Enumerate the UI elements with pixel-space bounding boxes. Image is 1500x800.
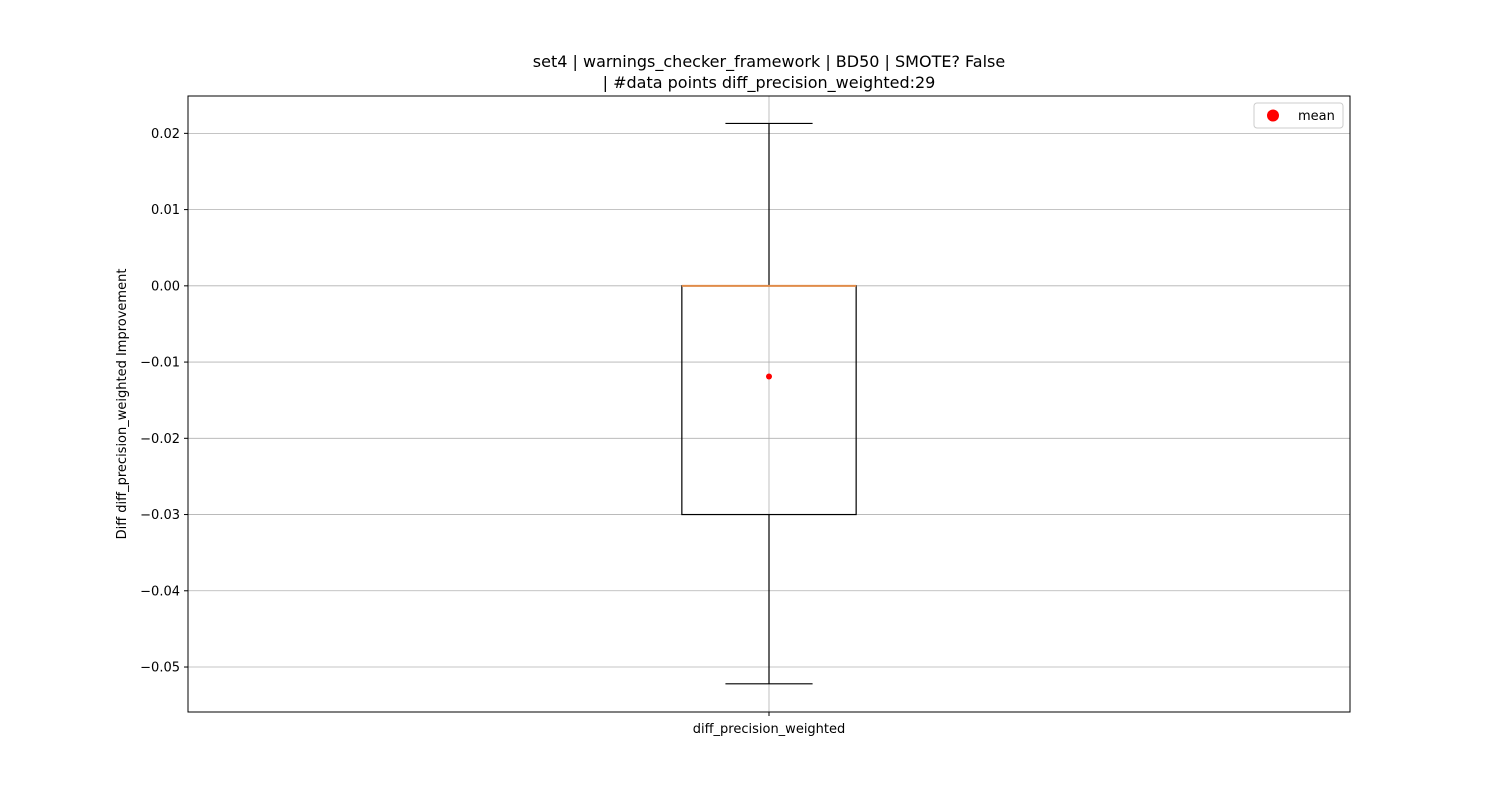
chart-title-line-2: | #data points diff_precision_weighted:2… <box>603 73 936 93</box>
x-tick-label: diff_precision_weighted <box>693 722 846 737</box>
legend-mean-marker <box>1267 109 1279 122</box>
legend: mean <box>1253 102 1344 129</box>
y-tick-label: 0.01 <box>151 203 180 218</box>
mean-marker <box>766 373 772 380</box>
y-tick-label: −0.04 <box>140 584 180 599</box>
y-tick-label: 0.00 <box>151 279 180 294</box>
y-axis-label: Diff diff_precision_weighted Improvement <box>115 269 130 540</box>
y-tick-label: 0.02 <box>151 127 180 142</box>
y-tick-label: −0.03 <box>140 508 180 523</box>
y-tick-label: −0.05 <box>140 661 180 676</box>
chart-title-line-1: set4 | warnings_checker_framework | BD50… <box>533 52 1005 72</box>
box-layer <box>681 122 857 685</box>
y-tick-label: −0.02 <box>140 432 180 447</box>
legend-mean-label: mean <box>1298 109 1335 124</box>
y-axis-ticks: 0.02 0.01 0.00 −0.01 −0.02 −0.03 −0.04 −0.05 <box>140 127 188 676</box>
legend-frame <box>1253 102 1344 129</box>
y-tick-label: −0.01 <box>140 356 180 371</box>
